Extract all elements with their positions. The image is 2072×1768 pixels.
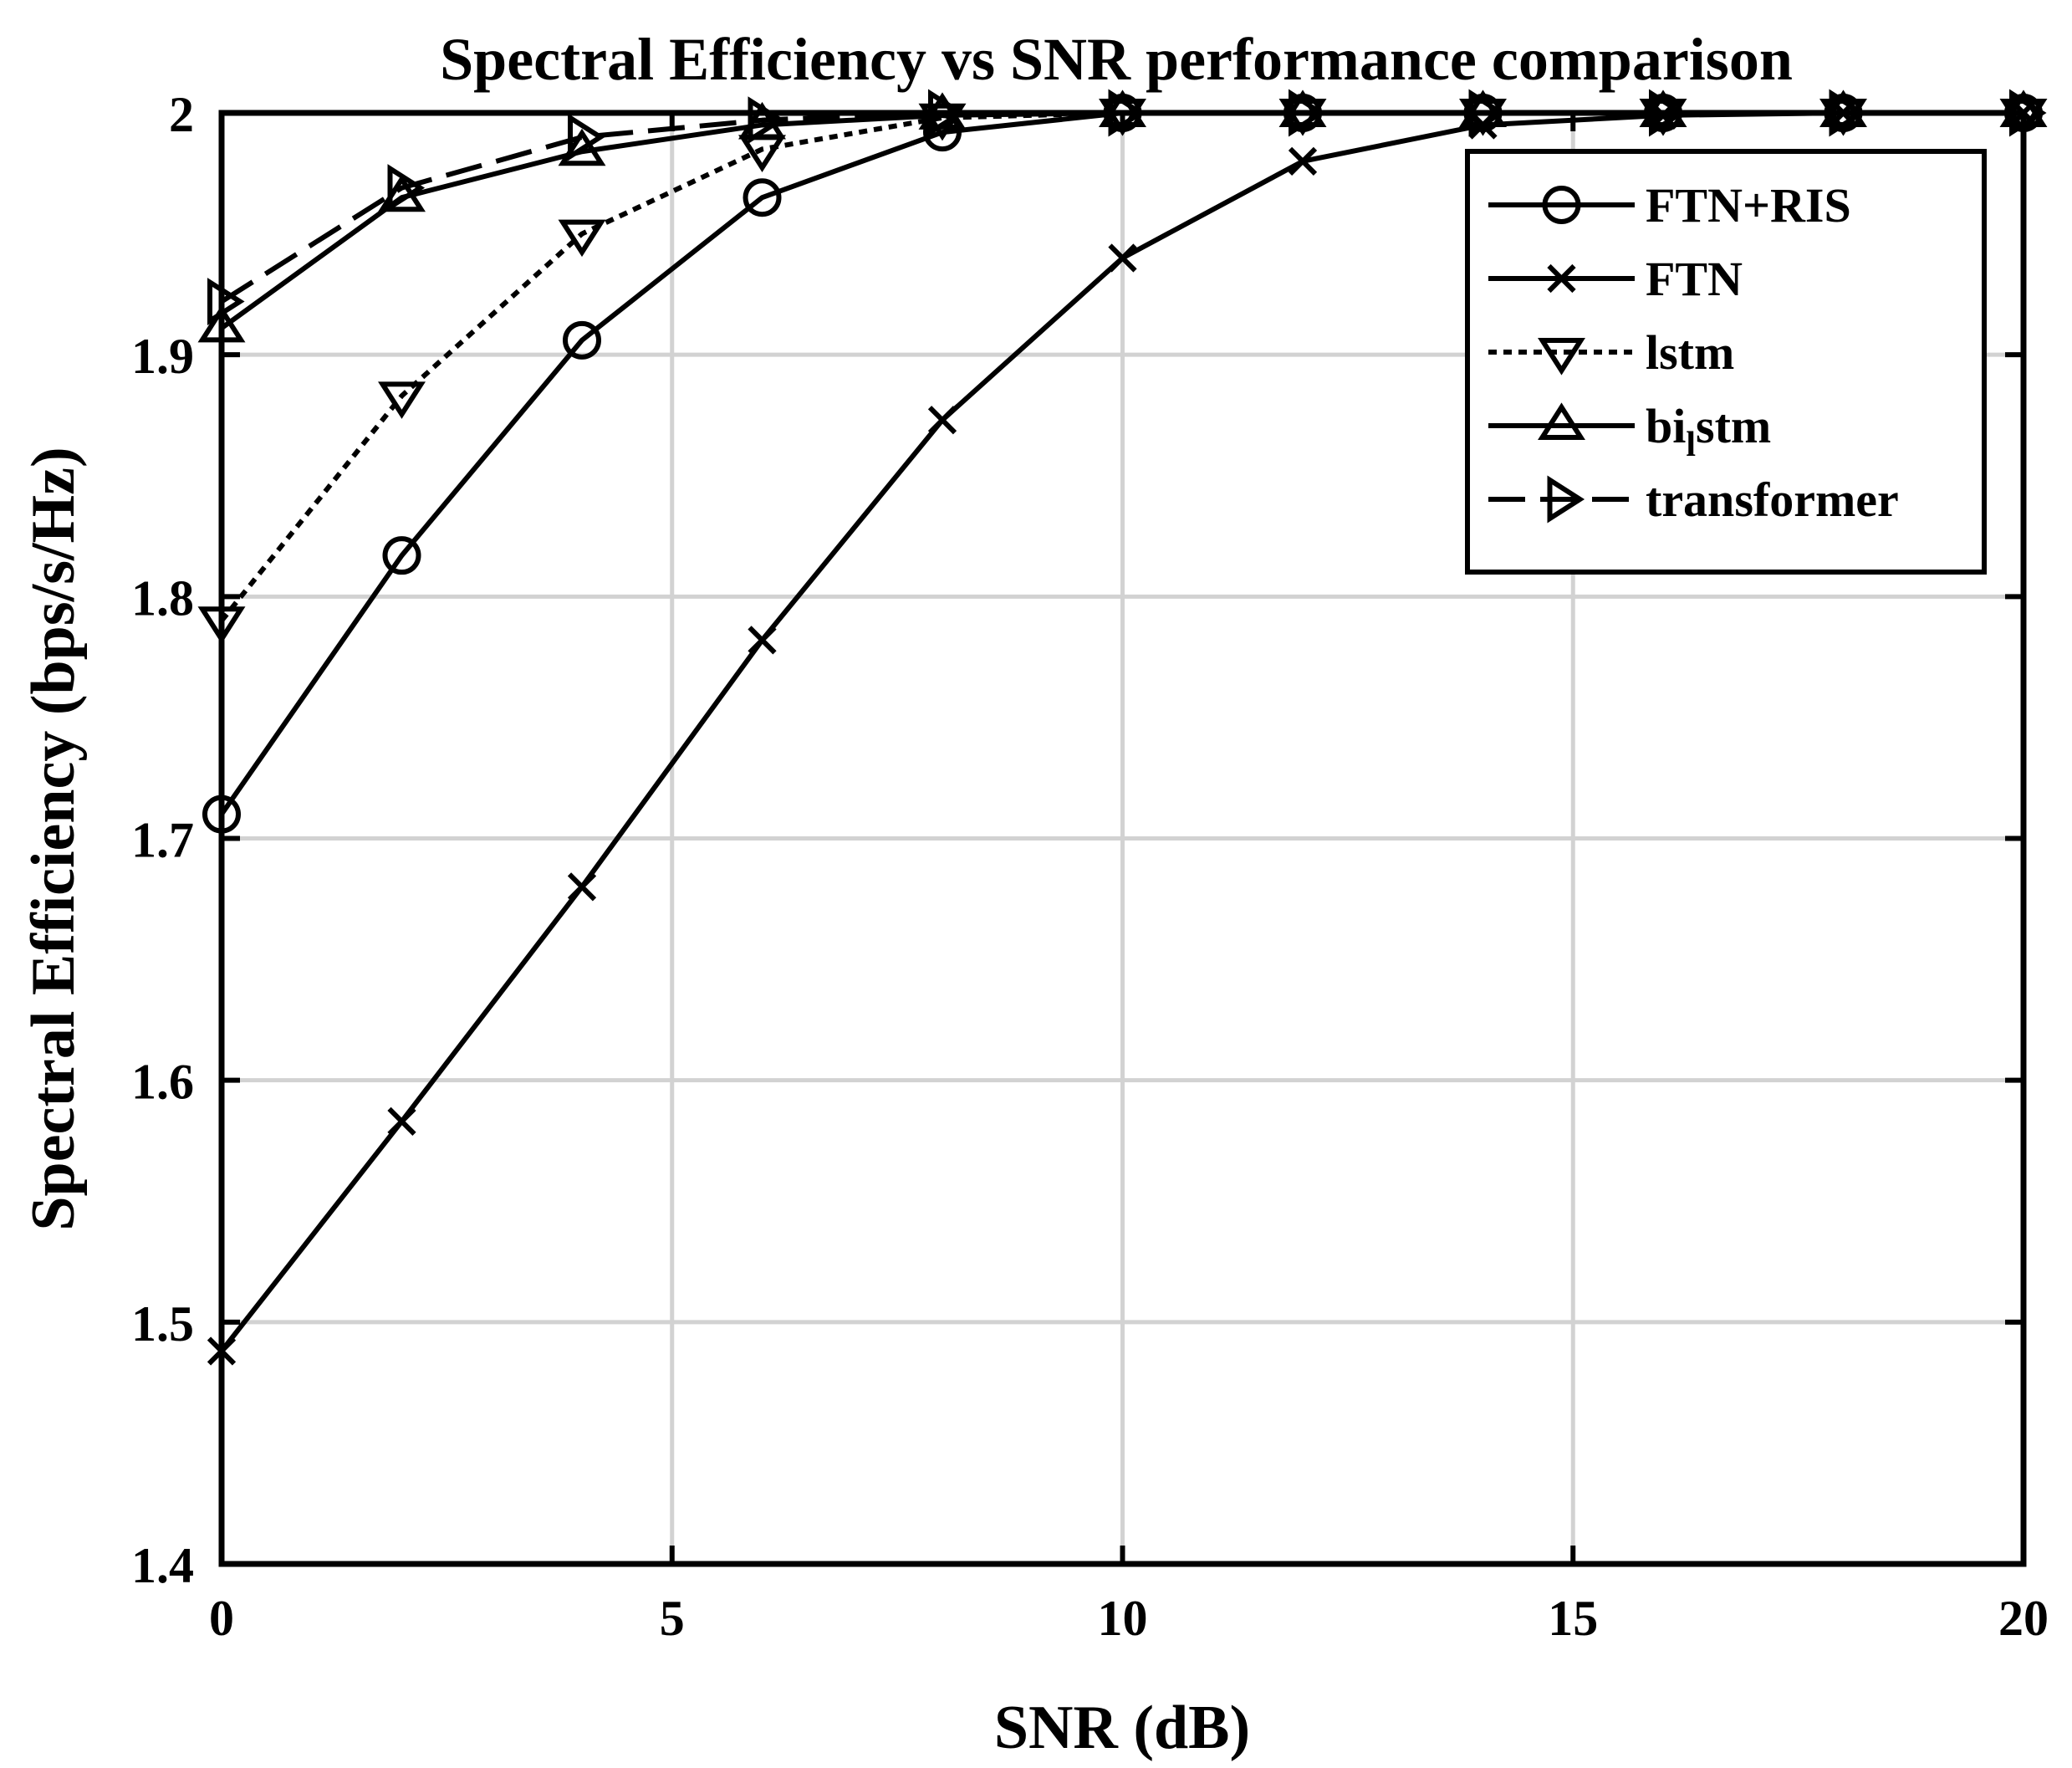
y-tick-label: 1.7 <box>131 813 194 868</box>
marker-triangle-right <box>1547 475 1585 524</box>
marker-x <box>748 626 777 655</box>
marker-x <box>1288 146 1318 176</box>
y-tick-label: 1.4 <box>131 1538 194 1593</box>
y-tick-label: 1.6 <box>131 1055 194 1110</box>
legend-entry: transformer <box>1488 473 1899 527</box>
x-tick-label: 0 <box>209 1591 234 1646</box>
marker-circle <box>563 320 601 360</box>
legend-entry: bilstm <box>1488 399 1771 464</box>
x-tick-label: 20 <box>1998 1591 2049 1646</box>
y-tick-label: 1.9 <box>131 329 194 384</box>
marker-x <box>387 1106 416 1136</box>
marker-circle <box>1542 186 1581 224</box>
legend-entry: FTN+RIS <box>1488 178 1851 232</box>
y-tick-label: 2 <box>169 87 194 142</box>
y-tick-label: 1.8 <box>131 570 194 626</box>
legend-label: FTN+RIS <box>1646 178 1851 232</box>
marker-triangle-right <box>568 113 605 161</box>
legend-entry: lstm <box>1488 325 1734 380</box>
tick-layer: 0 5 10 15 20 1.4 1.5 1.6 1.7 1.8 1.9 2 <box>131 87 2049 1646</box>
marker-x <box>927 406 957 435</box>
marker-circle <box>382 536 421 575</box>
legend: FTN+RIS FTN lstm bilstm transformer <box>1465 149 1987 575</box>
marker-triangle-up <box>1538 402 1585 440</box>
marker-triangle-down <box>558 219 606 258</box>
x-tick-label: 10 <box>1098 1591 1148 1646</box>
marker-triangle-down <box>378 381 426 419</box>
marker-x <box>567 872 597 902</box>
x-axis-label: SNR (dB) <box>994 1694 1250 1762</box>
legend-label: FTN <box>1646 252 1743 306</box>
legend-label: bilstm <box>1646 399 1771 464</box>
x-tick-label: 5 <box>660 1591 685 1646</box>
marker-circle <box>743 178 782 217</box>
marker-x <box>1108 243 1137 273</box>
chart-title: Spectral Efficiency vs SNR performance c… <box>440 26 1793 93</box>
y-tick-label: 1.5 <box>131 1296 194 1352</box>
marker-triangle-down <box>1538 338 1585 376</box>
legend-entry: FTN <box>1488 252 1743 306</box>
x-tick-label: 15 <box>1548 1591 1598 1646</box>
legend-label: lstm <box>1646 325 1734 380</box>
marker-triangle-right <box>207 278 245 326</box>
marker-triangle-right <box>387 164 426 212</box>
y-axis-label: Spectral Efficiency (bps/s/Hz) <box>19 447 88 1230</box>
legend-label: transformer <box>1646 473 1899 527</box>
marker-x <box>1547 263 1576 294</box>
